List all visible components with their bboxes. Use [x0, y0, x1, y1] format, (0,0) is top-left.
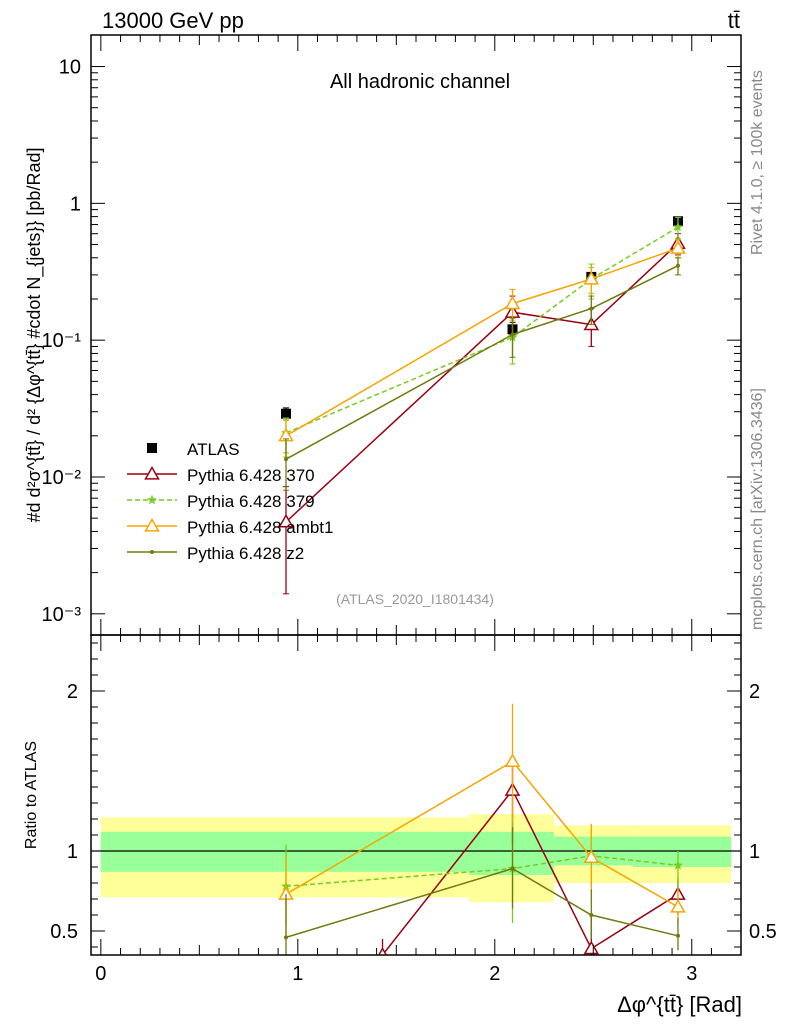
legend-entry-pythia-6-428-z2: Pythia 6.428 z2 [127, 544, 304, 563]
data-point-pythia-6-428-379 [673, 221, 683, 232]
ratio-point-pythia-6-428-z2 [675, 933, 680, 938]
data-point-pythia-6-428-ambt1 [670, 240, 686, 254]
y-tick-label: 10 [59, 57, 81, 79]
series-pythia-6-428-ambt1 [278, 239, 686, 458]
y-tick-label: 10⁻² [42, 467, 82, 489]
x-axis-label: Δφ^{tt̄} [Rad] [617, 992, 742, 1017]
ratio-point-pythia-6-428-z2 [510, 866, 515, 871]
ratio-point-pythia-6-428-ambt1 [504, 753, 521, 768]
ratio-point-pythia-6-428-379 [673, 860, 683, 870]
data-point-pythia-6-428-z2 [675, 263, 680, 268]
legend-entry-pythia-6-428-379: Pythia 6.428 379 [127, 492, 315, 511]
ratio-line-pythia-6-428-379 [285, 855, 679, 887]
y-axis-label: #d d²σ^{tt̄} / d² {Δφ^{tt̄} #cdot N_{jet… [24, 148, 45, 523]
x-tick-label: 3 [686, 963, 697, 985]
data-point-pythia-6-428-z2 [510, 332, 515, 337]
x-tick-label: 2 [489, 963, 500, 985]
rivet-label: Rivet 4.1.0, ≥ 100k events [749, 70, 766, 255]
series-pythia-6-428-z2 [283, 257, 681, 491]
ratio-point-pythia-6-428-370 [583, 940, 600, 955]
legend-label-pythia-6-428-ambt1: Pythia 6.428 ambt1 [187, 518, 333, 537]
legend-marker-pythia-6-428-379 [147, 494, 157, 505]
legend-entry-atlas: ATLAS [147, 440, 240, 459]
ratio-series-pythia-6-428-z2 [284, 827, 680, 955]
series-pythia-6-428-370 [278, 233, 686, 595]
data-point-pythia-6-428-z2 [589, 306, 594, 311]
series-line-pythia-6-428-379 [285, 226, 679, 434]
ratio-y-tick-label: 2 [67, 681, 78, 703]
legend-marker-atlas [147, 443, 157, 453]
series-line-pythia-6-428-ambt1 [285, 247, 679, 437]
chart-title: All hadronic channel [330, 71, 510, 93]
legend-entry-pythia-6-428-370: Pythia 6.428 370 [127, 465, 315, 485]
mcplots-label: mcplots.cern.ch [arXiv:1306.3436] [749, 388, 766, 630]
y-tick-label: 1 [70, 193, 81, 215]
ratio-line-pythia-6-428-z2 [285, 867, 679, 939]
uncertainty-band-inner [632, 836, 732, 867]
legend-label-pythia-6-428-370: Pythia 6.428 370 [187, 466, 315, 485]
legend: ATLAS Pythia 6.428 370 Pythia 6.428 379 Pyt… [127, 440, 333, 563]
data-point-pythia-6-428-z2 [284, 457, 288, 462]
ratio-point-pythia-6-428-ambt1 [670, 898, 686, 913]
y-tick-label: 10⁻³ [42, 604, 82, 626]
ratio-frame [90, 634, 742, 956]
ratio-y-axis-label: Ratio to ATLAS [23, 741, 40, 849]
uncertainty-band-inner [100, 831, 470, 872]
series-atlas [281, 216, 683, 421]
reference-label: (ATLAS_2020_I1801434) [336, 591, 494, 607]
ratio-line-pythia-6-428-ambt1 [285, 760, 679, 908]
y-tick-label: 10⁻¹ [42, 330, 82, 352]
ratio-y-tick-label: 0.5 [50, 921, 78, 943]
series-line-pythia-6-428-370 [285, 242, 679, 523]
data-point-pythia-6-428-370 [278, 513, 294, 528]
data-point-pythia-6-428-ambt1 [583, 270, 600, 285]
process-label: tt̄ [728, 8, 740, 33]
ratio-y-tick-label-right: 0.5 [749, 921, 777, 943]
ratio-y-tick-label-right: 2 [749, 681, 760, 703]
x-tick-label: 1 [292, 963, 303, 985]
legend-entry-pythia-6-428-ambt1: Pythia 6.428 ambt1 [127, 517, 333, 537]
legend-label-pythia-6-428-z2: Pythia 6.428 z2 [187, 544, 304, 563]
ratio-point-pythia-6-428-ambt1 [583, 849, 600, 864]
ratio-panel: 0.5 0.5 1 1 2 2 0 1 2 3 Ratio to ATLAS Δφ^{tt̄} [… [23, 634, 777, 1017]
legend-label-pythia-6-428-379: Pythia 6.428 379 [187, 492, 315, 511]
legend-label-atlas: ATLAS [187, 440, 240, 459]
legend-marker-pythia-6-428-370 [144, 465, 160, 480]
ratio-series-pythia-6-428-ambt1 [278, 703, 686, 939]
ratio-point-pythia-6-428-z2 [284, 935, 288, 940]
ratio-point-pythia-6-428-z2 [589, 913, 594, 917]
ratio-y-tick-label: 1 [67, 841, 78, 863]
x-tick-label: 0 [95, 963, 106, 985]
ratio-y-tick-label-right: 1 [749, 841, 760, 863]
ratio-point-pythia-6-428-370 [377, 946, 388, 955]
data-point-atlas [281, 408, 291, 419]
legend-marker-pythia-6-428-z2 [150, 550, 154, 554]
series-pythia-6-428-379 [281, 216, 683, 454]
series-line-pythia-6-428-z2 [285, 265, 679, 460]
energy-label: 13000 GeV pp [102, 8, 244, 33]
main-panel: 10⁻³ 10⁻² 10⁻¹ 1 10 All hadronic channel (AT… [24, 34, 742, 636]
legend-marker-pythia-6-428-ambt1 [144, 517, 160, 532]
data-point-pythia-6-428-ambt1 [504, 295, 521, 310]
